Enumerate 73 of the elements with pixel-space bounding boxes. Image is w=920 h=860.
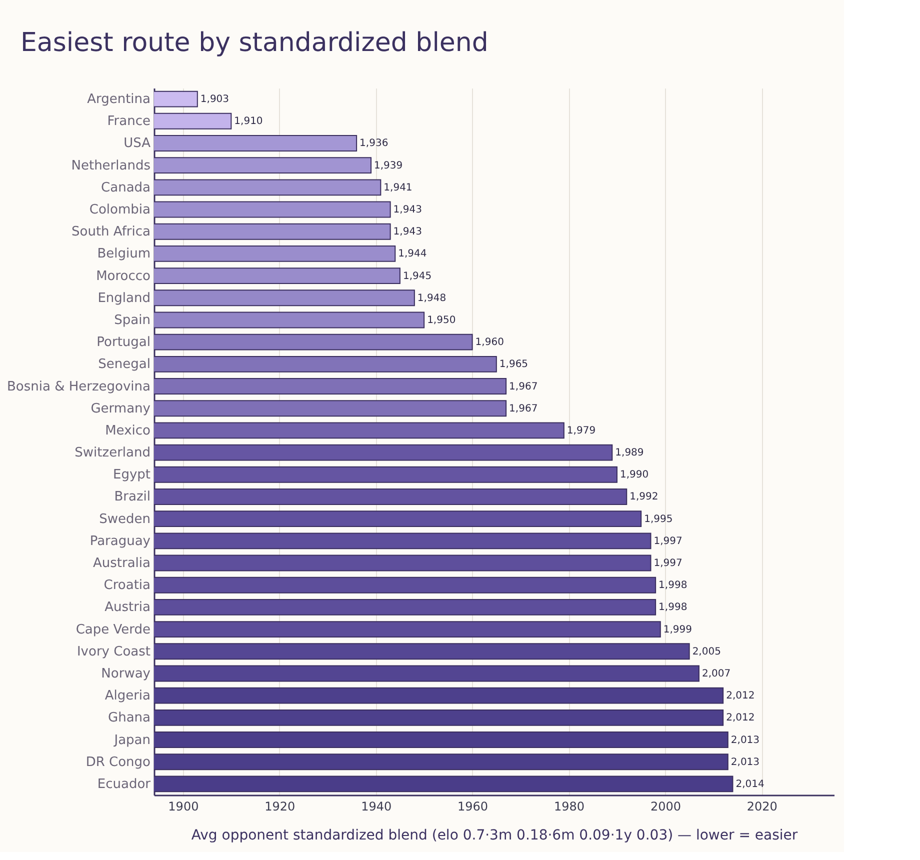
data-label: 1,965 [499, 359, 528, 370]
data-label: 2,014 [736, 778, 764, 790]
data-label: 1,998 [658, 580, 688, 592]
data-label: 1,948 [417, 292, 446, 304]
y-tick-label: DR Congo [86, 754, 151, 770]
data-label: 1,939 [374, 160, 403, 172]
y-tick-label: Paraguay [90, 534, 151, 549]
data-label: 1,997 [654, 536, 682, 547]
x-tick-label: 1940 [361, 800, 392, 814]
x-tick-label: 1900 [168, 800, 199, 814]
data-label: 1,943 [393, 226, 422, 238]
y-tick-label: Belgium [97, 246, 150, 262]
x-tick-label: 1980 [554, 800, 585, 814]
data-label: 1,960 [475, 337, 504, 348]
data-label: 2,013 [730, 734, 760, 746]
y-tick-label: Portugal [96, 335, 150, 350]
y-tick-label: Argentina [87, 92, 150, 108]
y-tick-label: Cape Verde [76, 622, 150, 638]
y-tick-label: Spain [114, 312, 150, 328]
data-label: 1,903 [200, 94, 230, 106]
x-tick-label: 2000 [650, 800, 681, 814]
data-label: 1,910 [234, 116, 263, 128]
data-label: 1,936 [360, 138, 388, 150]
y-tick-label: Netherlands [71, 158, 151, 174]
y-tick-label: Canada [101, 180, 150, 196]
y-tick-label: Senegal [98, 357, 150, 372]
y-tick-label: South Africa [72, 224, 150, 240]
data-label: 1,943 [393, 204, 422, 216]
y-tick-label: Brazil [114, 490, 150, 505]
x-tick-label: 1960 [458, 800, 488, 814]
data-label: 2,005 [692, 646, 721, 658]
data-label: 1,989 [615, 448, 644, 459]
data-label: 2,007 [702, 668, 731, 680]
y-tick-label: Morocco [96, 268, 151, 284]
data-label: 1,990 [620, 470, 649, 481]
y-tick-label: Australia [92, 556, 150, 572]
data-label: 1,979 [566, 425, 596, 436]
y-tick-label: Bosnia & Herzegovina [6, 379, 150, 394]
data-label: 1,945 [402, 270, 432, 282]
y-tick-label: England [98, 290, 150, 306]
data-label: 1,997 [654, 558, 682, 570]
y-tick-label: Germany [90, 401, 151, 416]
x-axis-title: Avg opponent standardized blend (elo 0.7·3m 0.18·6m 0.09·1y 0.03) — lower = easier [191, 828, 798, 844]
data-label: 2,013 [730, 756, 760, 768]
data-label: 1,950 [427, 314, 456, 326]
y-tick-label: Japan [113, 732, 150, 748]
data-label: 1,992 [630, 492, 658, 503]
data-label: 1,995 [644, 514, 673, 525]
y-tick-label: Austria [104, 600, 150, 616]
y-tick-label: Ghana [108, 710, 150, 726]
data-label: 1,967 [509, 403, 538, 414]
data-label: 2,012 [726, 712, 755, 724]
x-tick-label: 2020 [746, 800, 778, 814]
chart-title: Easiest route by standardized blend [20, 28, 488, 58]
y-tick-label: USA [124, 136, 151, 152]
y-tick-label: Ecuador [97, 776, 152, 792]
y-tick-label: Sweden [99, 512, 150, 527]
data-label: 1,999 [663, 624, 692, 636]
data-label: 1,941 [384, 182, 412, 194]
y-tick-label: Colombia [89, 202, 150, 218]
data-label: 2,012 [726, 690, 755, 702]
y-tick-label: France [107, 114, 150, 130]
data-label: 1,944 [398, 248, 427, 260]
y-tick-label: Ivory Coast [76, 644, 150, 660]
y-tick-label: Mexico [105, 423, 151, 438]
data-label: 1,998 [658, 602, 688, 614]
y-tick-label: Croatia [104, 578, 150, 594]
y-tick-label: Norway [101, 666, 151, 682]
y-tick-label: Egypt [112, 468, 150, 483]
y-tick-label: Algeria [104, 688, 150, 704]
x-tick-label: 1920 [264, 800, 296, 814]
data-label: 1,967 [509, 381, 538, 392]
y-tick-label: Switzerland [74, 446, 150, 461]
